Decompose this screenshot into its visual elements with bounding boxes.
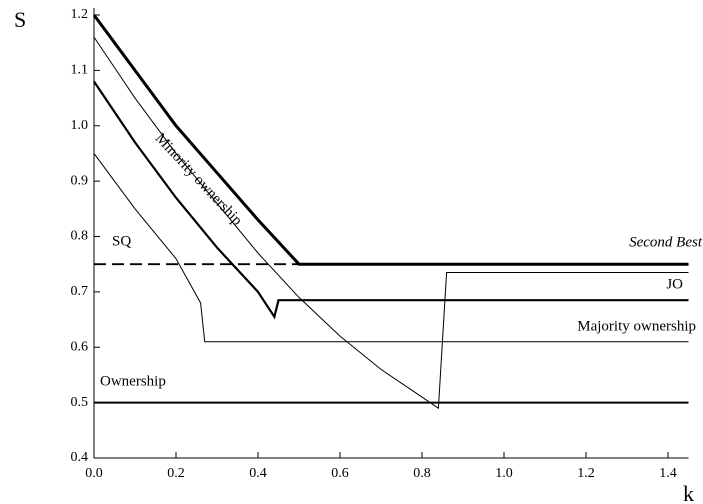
x-tick-label: 1.4 (659, 466, 677, 481)
y-tick-label: 1.1 (71, 63, 89, 78)
x-tick-label: 1.0 (495, 466, 513, 481)
x-tick-label: 0.4 (249, 466, 267, 481)
series-label: Minority ownership (152, 130, 245, 228)
x-tick-label: 0.2 (167, 466, 185, 481)
x-tick-label: 0.8 (413, 466, 431, 481)
series-label: SQ (112, 233, 131, 249)
y-tick-label: 1.2 (71, 7, 89, 22)
series-line (93, 80, 689, 320)
series-label: Ownership (100, 373, 166, 389)
y-tick-label: 1.0 (71, 118, 89, 133)
x-tick-label: 1.2 (577, 466, 595, 481)
y-tick-label: 0.4 (71, 450, 89, 465)
series-label: Majority ownership (577, 318, 696, 334)
y-tick-label: 0.8 (71, 229, 89, 244)
series-label: Second Best (629, 234, 703, 250)
series-line (93, 153, 689, 343)
y-axis-label: S (14, 7, 26, 32)
y-tick-label: 0.5 (71, 395, 89, 410)
series-line (92, 14, 689, 266)
y-tick-label: 0.7 (71, 284, 89, 299)
y-tick-label: 0.6 (71, 339, 89, 354)
x-axis-label: k (683, 481, 694, 504)
x-tick-label: 0.6 (331, 466, 349, 481)
y-tick-label: 0.9 (71, 173, 89, 188)
x-tick-label: 0.0 (85, 466, 103, 481)
series-line (93, 36, 689, 410)
series-label: JO (666, 276, 683, 292)
